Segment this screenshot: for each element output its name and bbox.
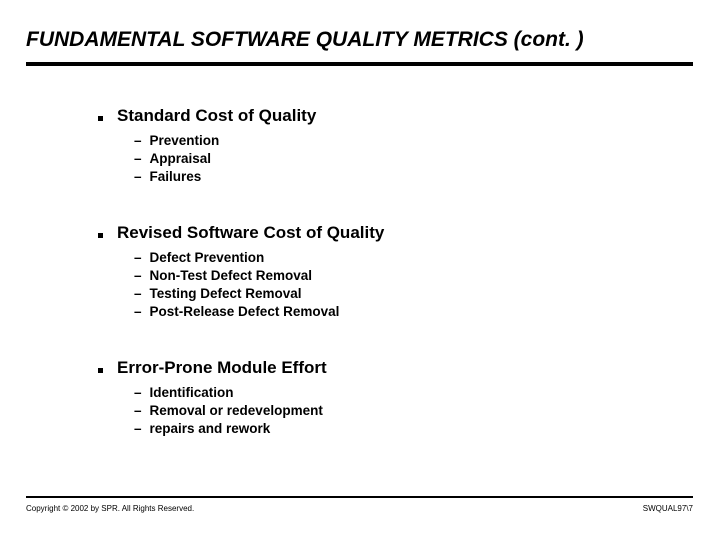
- sub-text: Prevention: [150, 132, 220, 150]
- sub-item: –Defect Prevention: [134, 249, 693, 267]
- sub-text: Identification: [150, 384, 234, 402]
- dash-icon: –: [134, 402, 142, 420]
- section-revised-cost: Revised Software Cost of Quality –Defect…: [98, 223, 693, 322]
- sublist: –Prevention –Appraisal –Failures: [98, 132, 693, 187]
- dash-icon: –: [134, 420, 142, 438]
- sub-text: Failures: [150, 168, 202, 186]
- slide-id: SWQUAL97\7: [643, 504, 693, 513]
- dash-icon: –: [134, 384, 142, 402]
- section-error-prone: Error-Prone Module Effort –Identificatio…: [98, 358, 693, 439]
- sub-text: Removal or redevelopment: [150, 402, 323, 420]
- dash-icon: –: [134, 249, 142, 267]
- slide-content: Standard Cost of Quality –Prevention –Ap…: [26, 106, 693, 438]
- sublist: –Defect Prevention –Non-Test Defect Remo…: [98, 249, 693, 322]
- sub-item: –Prevention: [134, 132, 693, 150]
- sub-text: repairs and rework: [150, 420, 271, 438]
- heading-text: Error-Prone Module Effort: [117, 358, 327, 378]
- dash-icon: –: [134, 150, 142, 168]
- bullet-icon: [98, 233, 103, 238]
- sublist: –Identification –Removal or redevelopmen…: [98, 384, 693, 439]
- sub-item: –Failures: [134, 168, 693, 186]
- sub-text: Appraisal: [150, 150, 212, 168]
- bullet-heading: Revised Software Cost of Quality: [98, 223, 693, 243]
- sub-text: Defect Prevention: [150, 249, 265, 267]
- slide-footer: Copyright © 2002 by SPR. All Rights Rese…: [26, 496, 693, 513]
- dash-icon: –: [134, 168, 142, 186]
- sub-text: Non-Test Defect Removal: [150, 267, 313, 285]
- bullet-icon: [98, 368, 103, 373]
- bullet-heading: Standard Cost of Quality: [98, 106, 693, 126]
- sub-item: –Removal or redevelopment: [134, 402, 693, 420]
- copyright-text: Copyright © 2002 by SPR. All Rights Rese…: [26, 504, 194, 513]
- bullet-heading: Error-Prone Module Effort: [98, 358, 693, 378]
- dash-icon: –: [134, 267, 142, 285]
- sub-item: –Appraisal: [134, 150, 693, 168]
- sub-item: –Testing Defect Removal: [134, 285, 693, 303]
- sub-item: –repairs and rework: [134, 420, 693, 438]
- heading-text: Standard Cost of Quality: [117, 106, 316, 126]
- dash-icon: –: [134, 132, 142, 150]
- sub-text: Testing Defect Removal: [150, 285, 302, 303]
- bullet-icon: [98, 116, 103, 121]
- sub-item: –Non-Test Defect Removal: [134, 267, 693, 285]
- sub-item: –Identification: [134, 384, 693, 402]
- dash-icon: –: [134, 303, 142, 321]
- sub-item: –Post-Release Defect Removal: [134, 303, 693, 321]
- slide-title: FUNDAMENTAL SOFTWARE QUALITY METRICS (co…: [26, 28, 693, 66]
- dash-icon: –: [134, 285, 142, 303]
- section-standard-cost: Standard Cost of Quality –Prevention –Ap…: [98, 106, 693, 187]
- sub-text: Post-Release Defect Removal: [150, 303, 340, 321]
- heading-text: Revised Software Cost of Quality: [117, 223, 384, 243]
